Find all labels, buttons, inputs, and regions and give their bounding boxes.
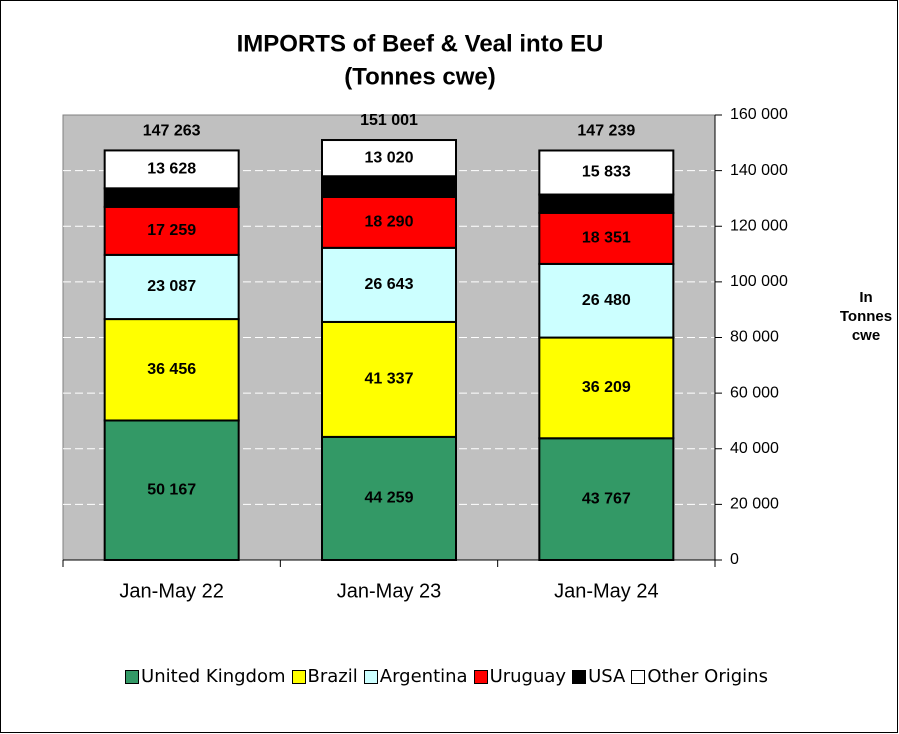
value-label: 36 209	[582, 379, 631, 396]
legend-item: Other Origins	[631, 666, 768, 687]
chart-subtitle: (Tonnes cwe)	[344, 63, 496, 90]
bar-segment	[321, 320, 457, 438]
legend-swatch	[291, 669, 306, 684]
x-tick-label: Jan-May 23	[337, 580, 442, 602]
y-tick-label: 140 000	[730, 162, 788, 179]
value-label: 26 643	[365, 276, 414, 293]
total-label: 147 263	[143, 123, 201, 140]
value-label: 15 833	[582, 164, 631, 181]
value-label: 18 351	[582, 230, 631, 247]
y-tick-label: 0	[730, 551, 739, 568]
legend-item: Argentina	[363, 666, 468, 687]
legend-item: Uruguay	[473, 666, 567, 687]
bar-segment	[538, 193, 675, 214]
value-label: 50 167	[147, 481, 196, 498]
bar-segment	[103, 419, 240, 561]
bar-segment	[321, 435, 457, 562]
y-tick-label: 20 000	[730, 496, 779, 513]
legend-label: USA	[588, 666, 626, 687]
value-label: 13 628	[147, 161, 196, 178]
bar-segment	[321, 139, 457, 178]
y-tick-label: 160 000	[730, 106, 788, 123]
value-label: 43 767	[582, 490, 631, 507]
value-label: 26 480	[582, 292, 631, 309]
bar-segment	[321, 175, 457, 198]
value-label: 13 020	[365, 149, 414, 166]
legend-swatch	[631, 669, 646, 684]
legend-label: United Kingdom	[141, 666, 286, 687]
value-label: 17 259	[147, 222, 196, 239]
legend-item: United Kingdom	[125, 666, 286, 687]
legend: United Kingdom Brazil Argentina Uruguay USA O…	[0, 666, 899, 687]
x-tick-label: Jan-May 22	[119, 580, 224, 602]
bar-segment	[538, 211, 675, 265]
legend-swatch	[572, 669, 587, 684]
bar-segment	[538, 336, 675, 440]
bar-segment	[103, 253, 240, 321]
legend-label: Argentina	[379, 666, 468, 687]
y-axis-label: In Tonnes cwe	[839, 289, 893, 344]
y-tick-label: 120 000	[730, 217, 788, 234]
bar-segment	[538, 149, 675, 196]
legend-item: USA	[572, 666, 625, 687]
bar-segment	[103, 149, 240, 190]
value-label: 18 290	[365, 214, 414, 231]
value-label: 41 337	[365, 371, 414, 388]
bar-segment	[103, 187, 240, 208]
legend-swatch	[125, 669, 140, 684]
total-label: 147 239	[577, 123, 635, 140]
legend-label: Brazil	[307, 666, 358, 687]
legend-label: Uruguay	[489, 666, 567, 687]
legend-swatch	[363, 669, 378, 684]
y-tick-label: 80 000	[730, 329, 779, 346]
y-tick-label: 40 000	[730, 440, 779, 457]
bar-segment	[538, 437, 675, 562]
value-label: 36 456	[147, 361, 196, 378]
y-tick-label: 100 000	[730, 273, 788, 290]
legend-swatch	[473, 669, 488, 684]
legend-item: Brazil	[291, 666, 358, 687]
y-tick-label: 60 000	[730, 384, 779, 401]
value-label: 23 087	[147, 278, 196, 295]
bar-segment	[103, 318, 240, 422]
bar-segment	[321, 246, 457, 323]
value-label: 44 259	[365, 490, 414, 507]
bar-segment	[321, 195, 457, 249]
total-label: 151 001	[360, 112, 418, 129]
chart-title: IMPORTS of Beef & Veal into EU	[237, 30, 604, 57]
legend-label: Other Origins	[647, 666, 768, 687]
x-tick-label: Jan-May 24	[554, 580, 659, 602]
